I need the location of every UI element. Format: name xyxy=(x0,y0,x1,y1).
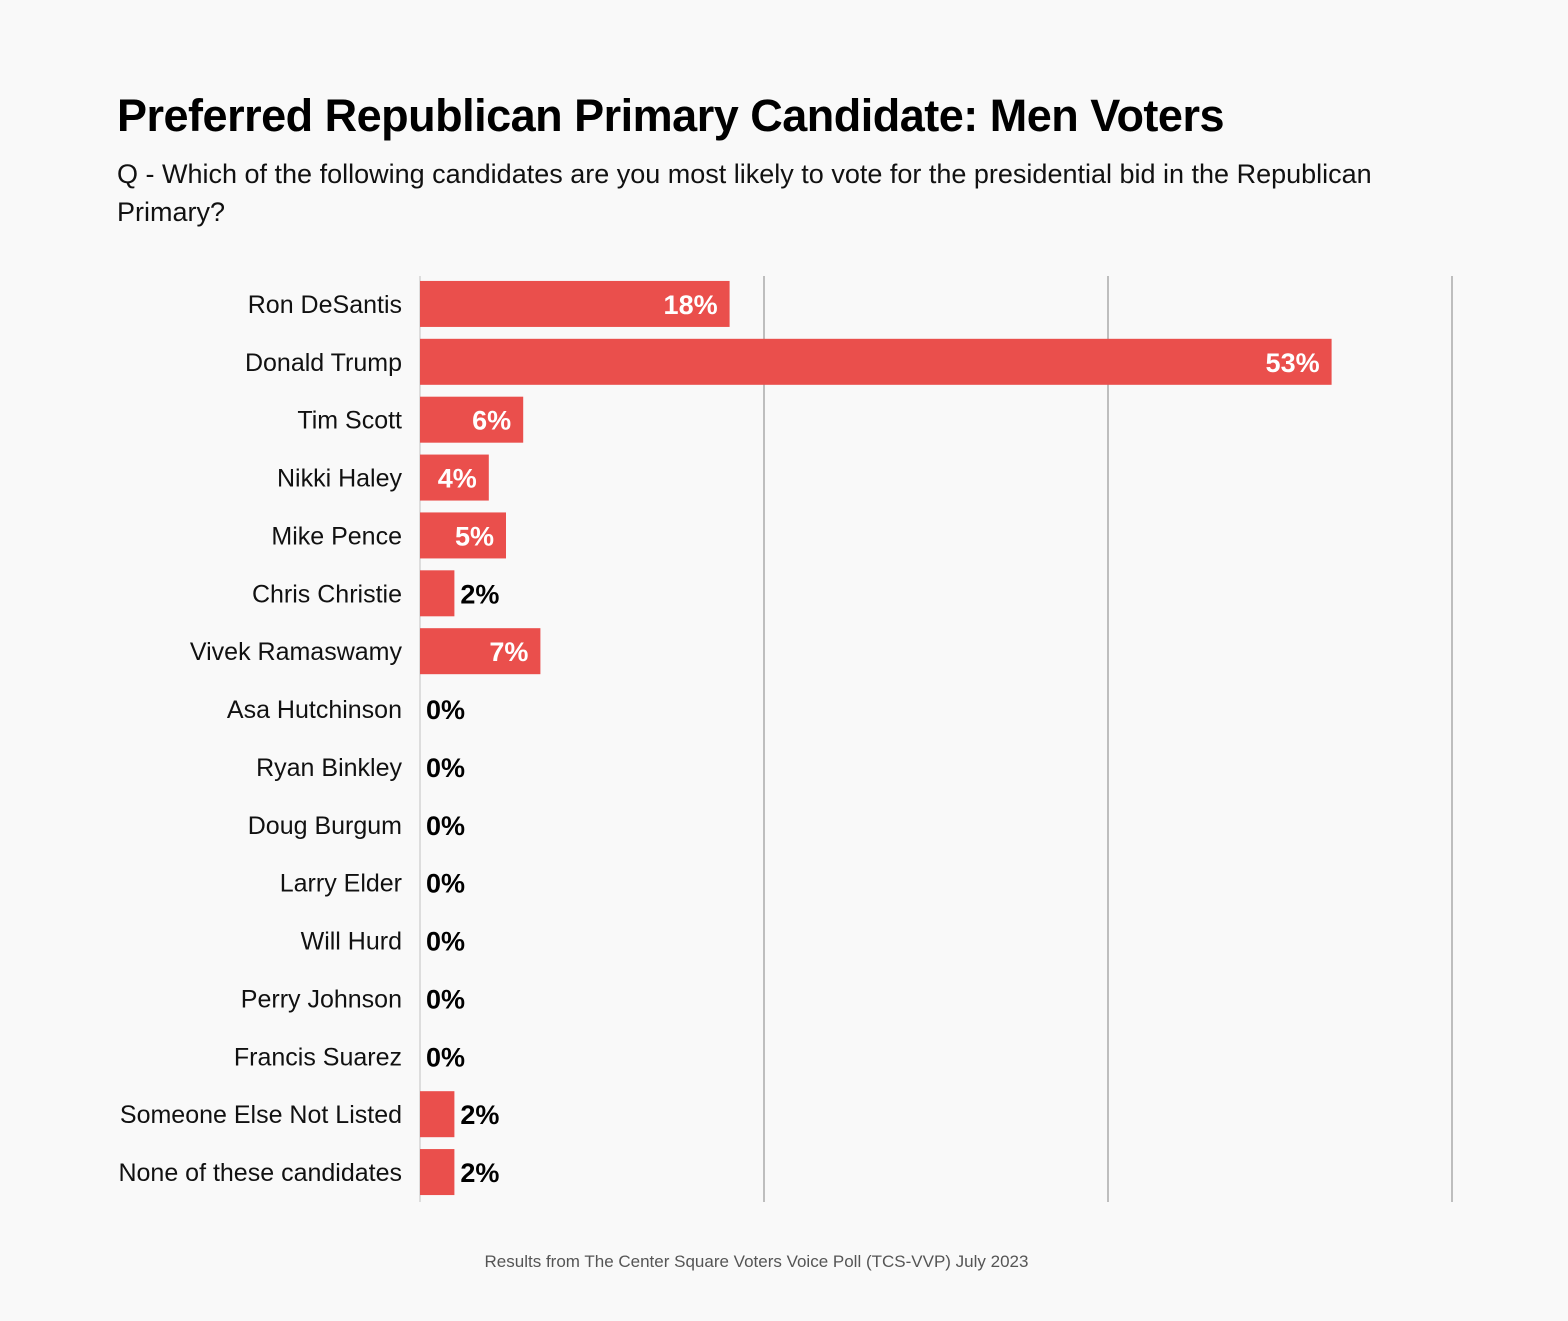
data-label: 0% xyxy=(426,695,465,725)
chart-title: Preferred Republican Primary Candidate: … xyxy=(117,90,1225,141)
category-label: Larry Elder xyxy=(280,870,402,898)
data-label: 18% xyxy=(664,290,718,320)
category-label: Vivek Ramaswamy xyxy=(190,638,403,666)
category-label: None of these candidates xyxy=(118,1159,402,1187)
data-label: 5% xyxy=(455,521,494,551)
category-label: Nikki Haley xyxy=(277,465,403,493)
bar xyxy=(420,280,730,327)
category-label: Doug Burgum xyxy=(248,812,402,840)
data-label: 0% xyxy=(426,753,465,783)
bar xyxy=(420,1091,455,1138)
data-label: 53% xyxy=(1266,348,1320,378)
data-label: 2% xyxy=(460,579,499,609)
chart-subtitle: Q - Which of the following candidates ar… xyxy=(117,159,1372,227)
data-label: 0% xyxy=(426,869,465,899)
category-label: Ryan Binkley xyxy=(256,754,402,782)
bar xyxy=(420,454,489,501)
bar xyxy=(420,570,455,617)
chart-footer: Results from The Center Square Voters Vo… xyxy=(484,1252,1029,1271)
data-label: 6% xyxy=(472,406,511,436)
category-label: Will Hurd xyxy=(301,928,402,956)
data-label: 2% xyxy=(460,1158,499,1188)
category-label: Ron DeSantis xyxy=(248,291,402,319)
data-label: 0% xyxy=(426,811,465,841)
category-label: Chris Christie xyxy=(252,580,402,608)
category-label: Asa Hutchinson xyxy=(227,696,402,724)
category-label: Donald Trump xyxy=(245,349,402,377)
category-label: Someone Else Not Listed xyxy=(120,1101,402,1129)
data-label: 0% xyxy=(426,1042,465,1072)
bar xyxy=(420,512,506,559)
category-label: Perry Johnson xyxy=(241,985,402,1013)
category-label: Tim Scott xyxy=(297,407,402,435)
category-label: Mike Pence xyxy=(271,522,402,550)
bar xyxy=(420,1149,455,1196)
bar xyxy=(420,396,524,443)
category-label: Francis Suarez xyxy=(234,1043,402,1071)
bar xyxy=(420,338,1332,385)
data-label: 4% xyxy=(438,464,477,494)
bar xyxy=(420,628,541,675)
data-label: 7% xyxy=(489,637,528,667)
data-label: 0% xyxy=(426,984,465,1014)
data-label: 2% xyxy=(460,1100,499,1130)
data-label: 0% xyxy=(426,927,465,957)
